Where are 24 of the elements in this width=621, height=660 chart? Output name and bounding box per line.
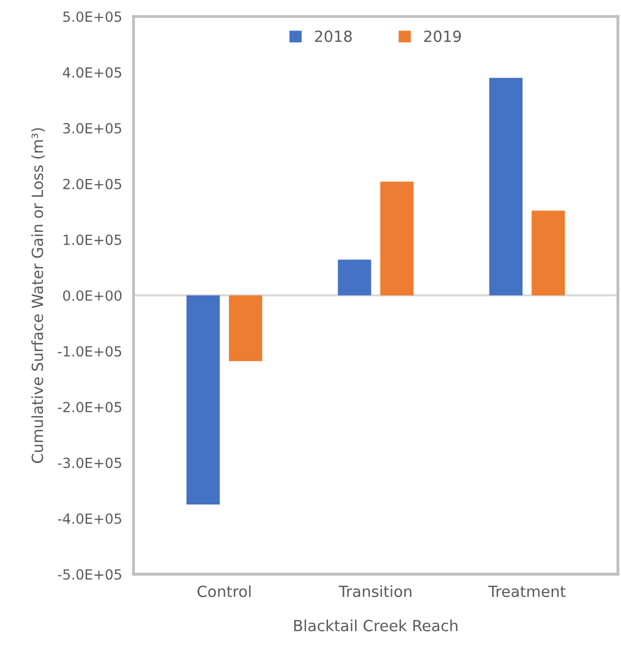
bar <box>489 78 523 296</box>
bar <box>338 260 372 296</box>
y-tick-label: -2.0E+05 <box>58 402 122 412</box>
bar <box>532 210 565 296</box>
legend-label: 2018 <box>315 30 352 42</box>
legend-label: 2019 <box>424 30 461 42</box>
bar <box>380 182 414 296</box>
y-axis-title: Cumulative Surface Water Gain or Loss (m³) <box>31 128 45 463</box>
x-tick-label: Treatment <box>488 586 566 598</box>
y-tick-label: 1.0E+05 <box>64 234 122 246</box>
y-tick-label: -4.0E+05 <box>58 513 122 524</box>
x-axis-title: Blacktail Creek Reach <box>294 620 458 632</box>
y-tick-label: 3.0E+05 <box>63 123 122 134</box>
y-tick-label: 4.0E+05 <box>62 67 122 78</box>
y-tick-label: -3.0E+05 <box>58 458 122 468</box>
y-tick-label: 2.0E+05 <box>63 178 122 190</box>
y-tick-label: -5.0E+05 <box>58 569 122 580</box>
y-tick-label: -1.0E+05 <box>58 346 122 357</box>
x-tick-label: Transition <box>338 585 412 598</box>
y-tick-label: 5.0E+05 <box>63 11 122 22</box>
y-tick-label: 0.0E+00 <box>63 290 122 301</box>
x-tick-label: Control <box>198 585 251 598</box>
bar <box>186 295 220 504</box>
bar <box>228 295 262 362</box>
